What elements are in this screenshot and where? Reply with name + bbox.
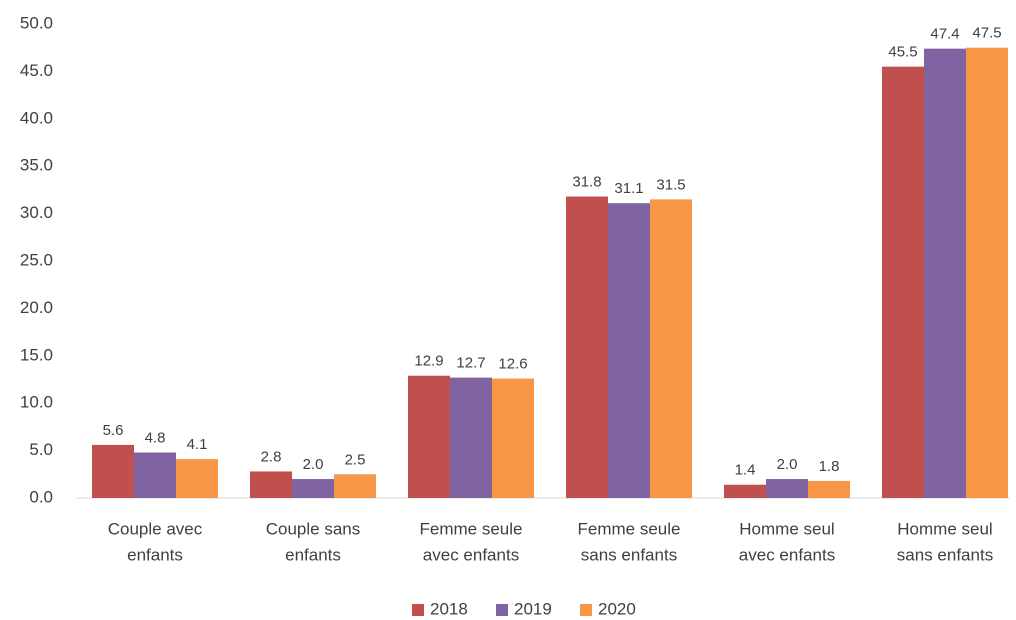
bar [492,378,534,498]
legend-swatch [412,604,424,616]
bar [808,480,850,498]
bar [250,471,292,498]
x-tick-label: Femme seule [578,519,681,538]
legend-swatch [580,604,592,616]
x-tick-label: Couple avec [108,519,203,538]
x-tick-label: enfants [127,545,183,564]
y-tick-label: 10.0 [20,393,53,412]
data-label: 4.8 [145,429,166,446]
bar [766,479,808,498]
y-tick-label: 50.0 [20,13,53,32]
x-tick-label: sans enfants [581,545,677,564]
bar [334,474,376,498]
y-tick-label: 15.0 [20,345,53,364]
y-tick-label: 0.0 [29,487,53,506]
y-tick-label: 25.0 [20,250,53,269]
data-label: 2.8 [261,448,282,465]
y-tick-label: 35.0 [20,156,53,175]
bar [966,47,1008,498]
legend-label: 2019 [514,599,552,618]
bar [608,203,650,498]
bar [650,199,692,498]
data-label: 31.5 [656,176,685,193]
y-tick-label: 40.0 [20,108,53,127]
bar [724,484,766,498]
y-tick-label: 30.0 [20,203,53,222]
data-label: 2.5 [345,451,366,468]
bar [92,444,134,498]
y-tick-label: 5.0 [29,440,53,459]
data-label: 31.8 [572,174,601,191]
bar [882,66,924,498]
legend-label: 2018 [430,599,468,618]
data-label: 2.0 [777,456,798,473]
bar [924,48,966,498]
data-label: 4.1 [187,436,208,453]
data-label: 47.5 [972,25,1001,42]
data-label: 12.7 [456,355,485,372]
data-label: 1.8 [819,458,840,475]
data-label: 47.4 [930,26,959,43]
data-label: 2.0 [303,456,324,473]
data-label: 12.9 [414,353,443,370]
bar [134,452,176,498]
y-tick-label: 45.0 [20,61,53,80]
bar [292,479,334,498]
data-label: 45.5 [888,44,917,61]
x-tick-label: avec enfants [739,545,835,564]
data-label: 5.6 [103,422,124,439]
bar [176,459,218,498]
data-label: 1.4 [735,462,756,479]
x-tick-label: Femme seule [420,519,523,538]
legend-label: 2020 [598,599,636,618]
x-tick-label: Couple sans [266,519,361,538]
x-tick-label: Homme seul [739,519,834,538]
bar [408,375,450,498]
x-tick-label: enfants [285,545,341,564]
x-tick-label: sans enfants [897,545,993,564]
x-tick-label: avec enfants [423,545,519,564]
data-label: 12.6 [498,356,527,373]
legend-swatch [496,604,508,616]
y-tick-label: 20.0 [20,298,53,317]
data-label: 31.1 [614,180,643,197]
x-tick-label: Homme seul [897,519,992,538]
bar [566,196,608,498]
bar [450,377,492,498]
